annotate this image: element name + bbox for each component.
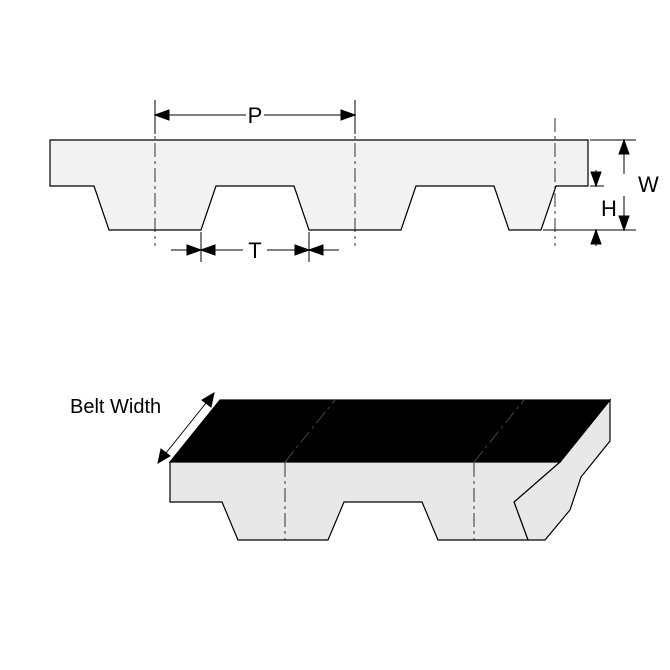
bottom-isometric-view: Belt Width [70,393,610,540]
tooth-label: T [248,238,261,263]
belt-top-surface [170,400,610,462]
top-cross-section: P T W [50,100,659,263]
dimension-h: H [590,170,617,246]
height-label: H [601,196,617,221]
dimension-t: T [171,232,339,263]
belt-width-label: Belt Width [70,396,161,418]
width-label: W [638,172,659,197]
dimension-p: P [155,100,355,134]
timing-belt-diagram: P T W [0,0,670,670]
pitch-label: P [248,103,263,128]
belt-profile-outline [50,140,588,230]
belt-front-face [170,462,560,540]
